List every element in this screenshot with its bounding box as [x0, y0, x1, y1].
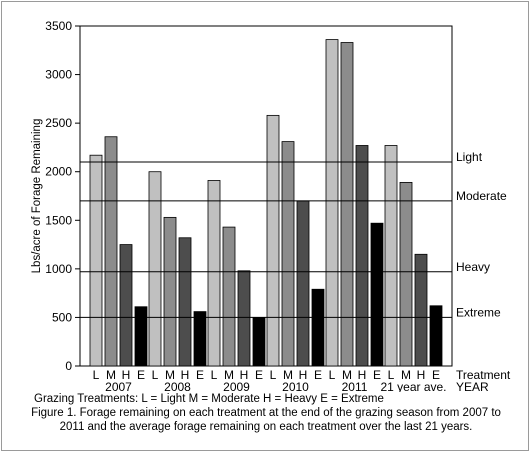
- treatment-tick-label: M: [401, 368, 411, 382]
- reference-label-moderate: Moderate: [456, 189, 507, 203]
- bar-21-year-ave-E: [429, 305, 443, 367]
- bar-2009-L: [207, 180, 221, 367]
- forage-bar-chart: 0 500 1000 1500 2000 2500 3000 3500 Lbs/acre of …: [31, 19, 511, 392]
- figure-caption-line-2: 2011 and the average forage remaining on…: [59, 421, 473, 433]
- bar-2008-M: [163, 216, 177, 367]
- y-tick-label: 500: [52, 310, 72, 324]
- y-tick-label: 0: [65, 359, 72, 373]
- bar-2010-H: [296, 200, 310, 367]
- treatment-tick-label: E: [196, 368, 204, 382]
- treatment-tick-label: E: [314, 368, 322, 382]
- treatment-tick-label: L: [93, 368, 100, 382]
- treatment-tick-label: E: [432, 368, 440, 382]
- plot-area: [79, 25, 453, 367]
- y-axis-label: Lbs/acre of Forage Remaining: [31, 119, 43, 274]
- year-label-2008: 2008: [164, 380, 191, 392]
- bar-2009-E: [252, 317, 266, 367]
- bar-21-year-ave-L: [384, 145, 398, 367]
- bar-2007-M: [104, 136, 118, 367]
- reference-label-light: Light: [456, 150, 483, 164]
- bar-2010-E: [311, 288, 325, 367]
- treatment-tick-label: E: [137, 368, 145, 382]
- treatment-tick-label: L: [211, 368, 218, 382]
- bar-2010-L: [266, 114, 280, 367]
- bar-2011-L: [325, 39, 339, 367]
- year-label-2009: 2009: [223, 380, 250, 392]
- treatment-tick-label: E: [255, 368, 263, 382]
- treatment-legend: Grazing Treatments: L = Light M = Modera…: [34, 393, 384, 405]
- bar-21-year-ave-H: [414, 253, 428, 367]
- year-label-21-year-ave: 21 year ave.: [380, 380, 446, 392]
- treatment-tick-label: H: [417, 368, 426, 382]
- bar-2010-M: [281, 141, 295, 367]
- y-tick-label: 2000: [45, 165, 72, 179]
- bar-2008-E: [193, 311, 207, 367]
- treatment-tick-label: M: [283, 368, 293, 382]
- reference-label-heavy: Heavy: [456, 260, 490, 274]
- treatment-tick-label: H: [181, 368, 190, 382]
- year-label-2007: 2007: [105, 380, 132, 392]
- year-label-2010: 2010: [282, 380, 309, 392]
- treatment-tick-label: M: [106, 368, 116, 382]
- y-tick-label: 2500: [45, 116, 72, 130]
- y-tick-label: 3500: [45, 19, 72, 33]
- bar-2011-E: [370, 222, 384, 367]
- treatment-tick-label: H: [122, 368, 131, 382]
- treatment-tick-label: H: [299, 368, 308, 382]
- bar-2009-H: [237, 270, 251, 367]
- treatment-tick-label: H: [240, 368, 249, 382]
- y-tick-label: 1500: [45, 213, 72, 227]
- treatment-tick-label: L: [329, 368, 336, 382]
- bar-21-year-ave-M: [399, 181, 413, 367]
- bar-2007-H: [119, 244, 133, 367]
- year-label-2011: 2011: [342, 380, 368, 392]
- bar-2011-H: [355, 145, 369, 367]
- treatment-tick-label: H: [358, 368, 367, 382]
- y-tick-label: 3000: [45, 68, 72, 82]
- treatment-tick-label: L: [270, 368, 277, 382]
- treatment-axis-label: Treatment: [456, 368, 511, 382]
- figure-caption-line-1: Figure 1. Forage remaining on each treat…: [31, 407, 501, 419]
- bar-2008-H: [178, 237, 192, 367]
- treatment-tick-label: M: [342, 368, 352, 382]
- bar-2007-E: [134, 306, 148, 367]
- treatment-tick-label: E: [373, 368, 381, 382]
- treatment-tick-label: L: [152, 368, 159, 382]
- bar-2009-M: [222, 226, 236, 367]
- y-tick-label: 1000: [45, 262, 72, 276]
- year-axis-label: YEAR: [456, 380, 489, 392]
- reference-label-extreme: Extreme: [456, 305, 501, 319]
- treatment-tick-label: M: [224, 368, 234, 382]
- treatment-tick-label: M: [165, 368, 175, 382]
- bar-2007-L: [89, 154, 103, 367]
- bar-2011-M: [340, 42, 354, 367]
- treatment-tick-label: L: [388, 368, 395, 382]
